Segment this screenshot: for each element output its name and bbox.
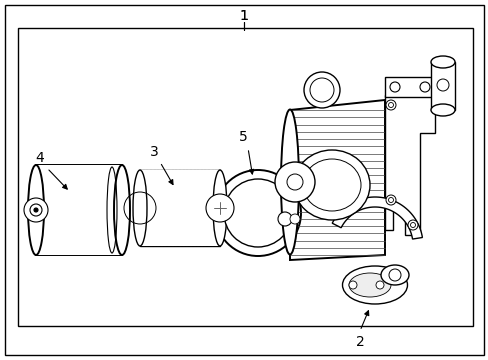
Ellipse shape xyxy=(430,104,454,116)
Circle shape xyxy=(419,82,429,92)
Circle shape xyxy=(205,194,234,222)
Bar xyxy=(384,77,439,97)
Circle shape xyxy=(385,100,395,110)
Ellipse shape xyxy=(303,159,360,211)
Ellipse shape xyxy=(293,150,369,220)
Text: 2: 2 xyxy=(355,335,364,349)
Circle shape xyxy=(375,281,383,289)
Circle shape xyxy=(387,103,393,108)
Ellipse shape xyxy=(281,109,298,255)
Bar xyxy=(18,28,472,326)
Circle shape xyxy=(409,222,415,228)
Ellipse shape xyxy=(348,273,390,297)
Circle shape xyxy=(278,212,291,226)
Text: 3: 3 xyxy=(149,145,158,159)
Circle shape xyxy=(274,162,314,202)
Circle shape xyxy=(389,82,399,92)
Circle shape xyxy=(436,79,448,91)
Ellipse shape xyxy=(133,170,147,246)
Circle shape xyxy=(385,195,395,205)
Polygon shape xyxy=(384,95,434,235)
Circle shape xyxy=(34,208,38,212)
Circle shape xyxy=(30,204,42,216)
Ellipse shape xyxy=(430,56,454,68)
Bar xyxy=(36,165,122,255)
Text: 5: 5 xyxy=(238,130,247,144)
Ellipse shape xyxy=(213,170,226,246)
Ellipse shape xyxy=(380,265,408,285)
Text: 1: 1 xyxy=(239,9,248,23)
Circle shape xyxy=(215,170,301,256)
Circle shape xyxy=(388,269,400,281)
Circle shape xyxy=(407,220,417,230)
Ellipse shape xyxy=(342,266,407,304)
Polygon shape xyxy=(289,100,384,260)
Text: 4: 4 xyxy=(36,151,44,165)
Circle shape xyxy=(309,78,333,102)
Ellipse shape xyxy=(114,165,130,255)
Bar xyxy=(430,62,454,110)
Circle shape xyxy=(289,214,299,224)
Circle shape xyxy=(387,198,393,202)
Circle shape xyxy=(24,198,48,222)
Polygon shape xyxy=(331,197,422,239)
Circle shape xyxy=(286,174,303,190)
Bar xyxy=(140,170,220,246)
Circle shape xyxy=(348,281,356,289)
Circle shape xyxy=(282,174,297,190)
Circle shape xyxy=(304,72,339,108)
Text: 1: 1 xyxy=(239,9,248,23)
Ellipse shape xyxy=(28,165,44,255)
Circle shape xyxy=(224,179,291,247)
